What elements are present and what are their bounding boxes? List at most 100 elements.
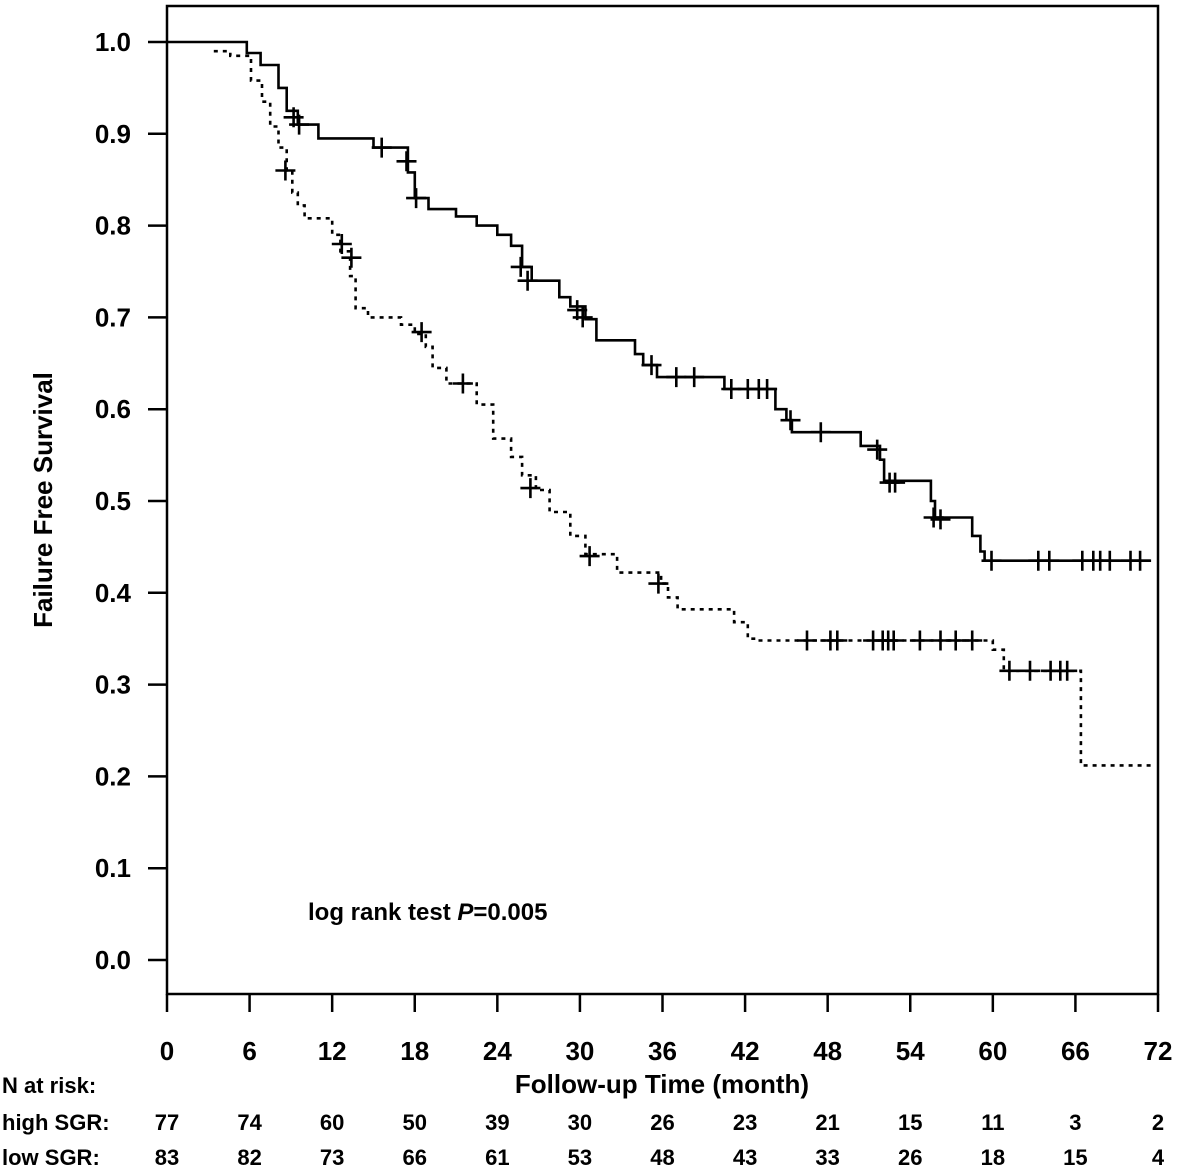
censor-mark <box>757 379 778 399</box>
censor-mark <box>885 472 906 493</box>
series-layer <box>167 40 1152 767</box>
censor-mark <box>780 410 801 431</box>
risk-count: 60 <box>320 1110 344 1135</box>
risk-count: 82 <box>237 1145 261 1170</box>
risk-count: 23 <box>733 1110 757 1135</box>
y-tick-label: 1.0 <box>95 27 131 57</box>
risk-count: 39 <box>485 1110 509 1135</box>
y-tick-label: 0.6 <box>95 394 131 424</box>
y-tick-label: 0.0 <box>95 945 131 975</box>
risk-count: 66 <box>403 1145 427 1170</box>
censor-mark <box>572 307 593 328</box>
y-axis-label: Failure Free Survival <box>28 372 58 628</box>
x-tick-label: 60 <box>978 1036 1007 1066</box>
censor-mark <box>666 367 687 388</box>
x-tick-label: 6 <box>242 1036 256 1066</box>
censor-mark <box>797 630 817 651</box>
censor-mark <box>909 630 930 651</box>
x-tick-label: 36 <box>648 1036 677 1066</box>
y-tick-label: 0.4 <box>95 578 132 608</box>
risk-count: 33 <box>815 1145 839 1170</box>
risk-count: 48 <box>650 1145 674 1170</box>
censor-mark <box>579 546 600 567</box>
y-tick-label: 0.7 <box>95 302 131 332</box>
logrank-annotation: log rank test P=0.005 <box>308 899 547 926</box>
y-tick-label: 0.2 <box>95 761 131 791</box>
y-tick-label: 0.8 <box>95 211 131 241</box>
censor-mark <box>883 630 904 651</box>
censor-mark <box>1130 550 1151 571</box>
censor-mark <box>289 114 310 135</box>
risk-count: 73 <box>320 1145 344 1170</box>
y-tick-label: 0.1 <box>95 853 131 883</box>
x-tick-label: 72 <box>1144 1036 1173 1066</box>
plot-frame <box>165 4 1160 996</box>
annotation-suffix: =0.005 <box>473 899 547 926</box>
x-tick-label: 54 <box>896 1036 925 1066</box>
censor-mark <box>999 660 1020 681</box>
censor-mark <box>452 373 473 394</box>
x-tick-label: 66 <box>1061 1036 1090 1066</box>
censor-mark <box>867 439 888 460</box>
x-axis-label: Follow-up Time (month) <box>515 1069 809 1099</box>
censor-mark <box>641 355 662 376</box>
risk-row-label: high SGR: <box>2 1110 110 1135</box>
annotation-prefix: log rank test <box>308 899 457 926</box>
censor-mark <box>341 247 362 268</box>
risk-count: 83 <box>155 1145 179 1170</box>
x-tick-label: 30 <box>565 1036 594 1066</box>
dotted-survival-curve <box>213 49 1152 767</box>
x-tick-label: 24 <box>483 1036 512 1066</box>
censor-mark <box>810 422 831 443</box>
censor-mark <box>411 322 432 343</box>
censor-mark <box>371 137 392 158</box>
solid-survival-curve <box>167 40 1152 562</box>
risk-count: 15 <box>898 1110 922 1135</box>
censor-mark <box>1099 550 1120 571</box>
censor-mark <box>1057 660 1078 681</box>
censor-mark <box>396 151 417 172</box>
censor-mark <box>1039 550 1060 571</box>
risk-count: 18 <box>981 1145 1005 1170</box>
risk-count: 43 <box>733 1145 757 1170</box>
y-tick-label: 0.5 <box>95 486 131 516</box>
censor-mark <box>827 630 848 651</box>
annotation-p: P <box>457 899 474 926</box>
x-axis: 0 6 12 18 24 30 36 42 48 54 60 66 72 <box>160 994 1173 1066</box>
y-axis: 1.0 0.9 0.8 0.7 0.6 0.5 0.4 0.3 0.2 0.1 0.0 <box>95 27 167 975</box>
risk-count: 4 <box>1152 1145 1165 1170</box>
risk-count: 61 <box>485 1145 509 1170</box>
censor-mark <box>517 270 538 291</box>
censor-mark <box>520 478 541 499</box>
censor-mark <box>510 256 531 277</box>
risk-count: 11 <box>981 1110 1004 1135</box>
x-tick-label: 0 <box>160 1036 174 1066</box>
risk-count: 15 <box>1063 1145 1087 1170</box>
risk-count: 26 <box>898 1145 922 1170</box>
x-tick-label: 18 <box>400 1036 429 1066</box>
risk-count: 74 <box>237 1110 262 1135</box>
x-tick-label: 42 <box>731 1036 760 1066</box>
x-tick-label: 12 <box>318 1036 347 1066</box>
risk-table: high SGR: 77 74 60 50 39 30 26 23 21 15 11 3 2 low SGR… <box>2 1110 1165 1170</box>
censor-mark <box>275 160 296 181</box>
risk-count: 30 <box>568 1110 592 1135</box>
risk-count: 50 <box>403 1110 427 1135</box>
risk-count: 2 <box>1152 1110 1164 1135</box>
y-tick-label: 0.9 <box>95 119 131 149</box>
censor-mark <box>648 573 669 594</box>
censor-mark <box>962 630 983 651</box>
censor-mark <box>406 188 427 209</box>
x-tick-label: 48 <box>813 1036 842 1066</box>
y-tick-label: 0.3 <box>95 670 131 700</box>
censor-mark <box>684 367 705 388</box>
censor-mark <box>981 550 1002 571</box>
censor-mark <box>1020 660 1040 681</box>
risk-row-label: low SGR: <box>2 1145 100 1170</box>
risk-table-header: N at risk: <box>2 1073 96 1098</box>
risk-count: 21 <box>815 1110 839 1135</box>
censor-mark <box>930 509 951 530</box>
risk-count: 3 <box>1069 1110 1081 1135</box>
risk-count: 26 <box>650 1110 674 1135</box>
